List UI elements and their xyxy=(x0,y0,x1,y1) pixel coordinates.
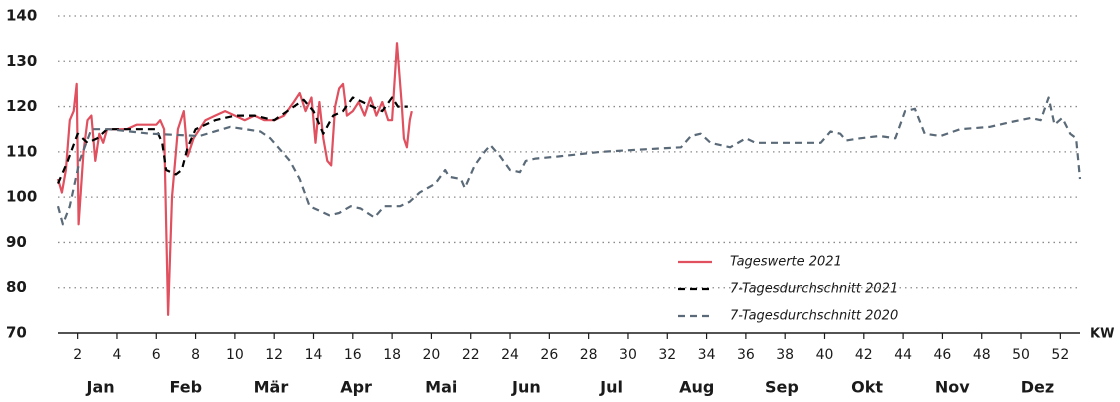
x-tick-label: 46 xyxy=(934,347,952,363)
month-label: Sep xyxy=(765,378,799,397)
x-tick-label: 30 xyxy=(619,347,637,363)
x-tick-label: 24 xyxy=(501,347,519,363)
x-tick-label: 36 xyxy=(737,347,755,363)
x-tick-label: 44 xyxy=(894,347,912,363)
legend-label: Tageswerte 2021 xyxy=(730,255,842,270)
legend-label: 7-Tagesdurchschnitt 2020 xyxy=(730,309,898,324)
month-label: Apr xyxy=(340,378,372,397)
y-tick-label: 140 xyxy=(6,7,37,25)
month-label: Jul xyxy=(599,378,623,397)
x-tick-label: 18 xyxy=(383,347,401,363)
x-tick-label: 32 xyxy=(658,347,676,363)
x-tick-label: 10 xyxy=(226,347,244,363)
y-tick-label: 120 xyxy=(6,97,37,115)
y-tick-label: 110 xyxy=(6,142,37,160)
x-tick-label: 2 xyxy=(73,347,82,363)
month-label: Jan xyxy=(86,378,115,397)
x-tick-label: 28 xyxy=(580,347,598,363)
x-tick-label: 20 xyxy=(423,347,441,363)
series-line xyxy=(56,96,408,185)
x-axis-label: KW xyxy=(1090,327,1114,342)
x-tick-label: 12 xyxy=(265,347,283,363)
y-tick-label: 90 xyxy=(6,233,27,251)
x-tick-label: 52 xyxy=(1051,347,1069,363)
legend-label: 7-Tagesdurchschnitt 2021 xyxy=(730,282,898,297)
month-label: Mai xyxy=(425,378,457,397)
series-line xyxy=(56,42,413,316)
month-label: Jun xyxy=(511,378,541,397)
month-label: Mär xyxy=(254,378,289,397)
x-tick-label: 48 xyxy=(973,347,991,363)
x-tick-label: 40 xyxy=(816,347,834,363)
x-tick-label: 4 xyxy=(113,347,122,363)
y-tick-label: 80 xyxy=(6,278,27,296)
x-tick-label: 34 xyxy=(698,347,716,363)
series-line xyxy=(56,96,1082,226)
month-label: Dez xyxy=(1021,378,1054,397)
x-tick-label: 16 xyxy=(344,347,362,363)
x-tick-label: 42 xyxy=(855,347,873,363)
month-label: Okt xyxy=(851,378,883,397)
x-tick-label: 38 xyxy=(776,347,794,363)
month-label: Nov xyxy=(935,378,970,397)
x-tick-label: 22 xyxy=(462,347,480,363)
y-tick-label: 70 xyxy=(6,324,27,342)
y-tick-label: 100 xyxy=(6,188,37,206)
x-tick-label: 50 xyxy=(1012,347,1030,363)
x-tick-label: 6 xyxy=(152,347,161,363)
y-tick-label: 130 xyxy=(6,52,37,70)
x-tick-label: 26 xyxy=(540,347,558,363)
x-tick-label: 14 xyxy=(305,347,323,363)
month-label: Aug xyxy=(679,378,714,397)
x-tick-label: 8 xyxy=(191,347,200,363)
month-label: Feb xyxy=(169,378,202,397)
